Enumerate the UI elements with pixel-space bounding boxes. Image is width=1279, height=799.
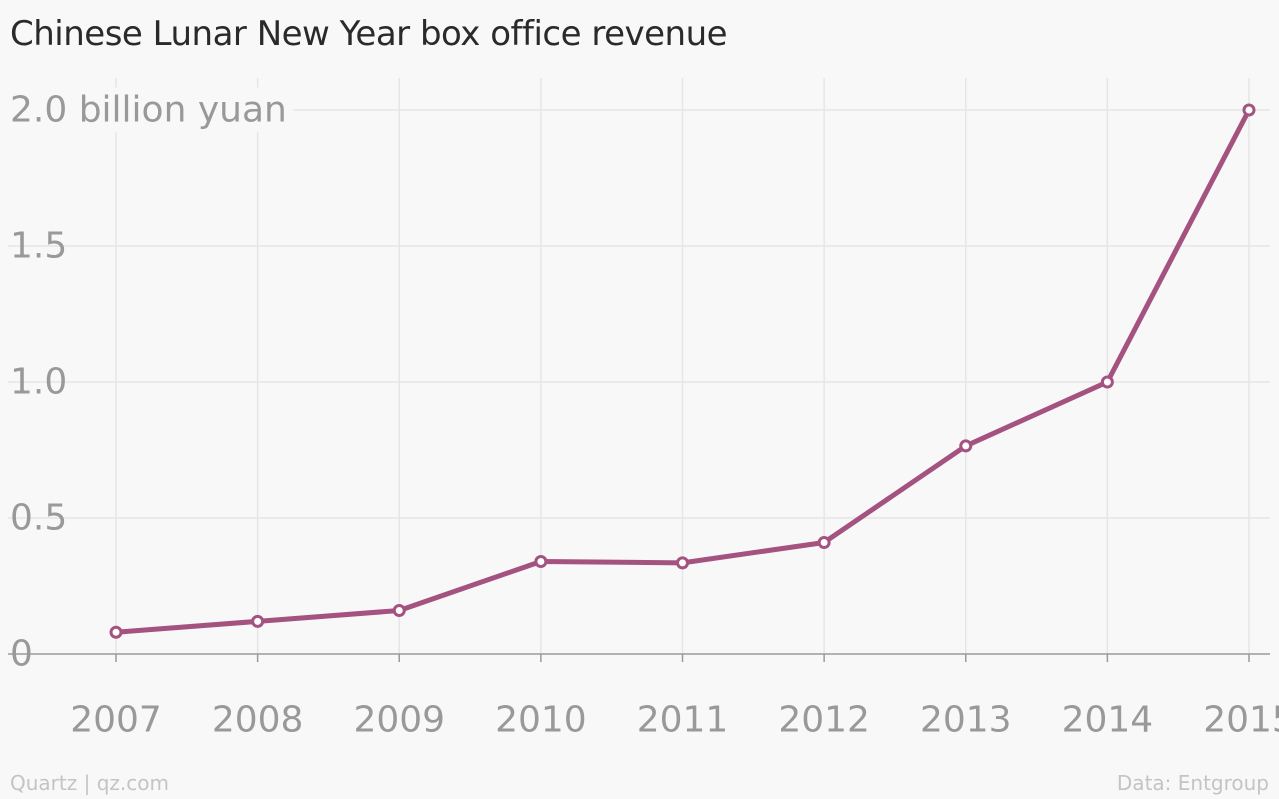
gridlines — [8, 78, 1270, 654]
x-axis-ticks: 2007 2008 2009 2010 2011 2012 2013 2014 2015 — [70, 654, 1279, 741]
data-point — [251, 614, 265, 628]
x-tick-label: 2011 — [637, 700, 729, 741]
y-tick-label: 1.5 — [10, 226, 67, 267]
x-tick-label: 2013 — [920, 700, 1012, 741]
x-tick-label: 2007 — [70, 700, 162, 741]
data-point — [1100, 375, 1114, 389]
x-tick-label: 2014 — [1062, 700, 1154, 741]
data-credit: Data: Entgroup — [1116, 771, 1269, 795]
y-unit-label-background — [8, 87, 293, 133]
x-tick-label: 2010 — [495, 700, 587, 741]
x-tick-label: 2008 — [212, 700, 304, 741]
x-tick-label: 2012 — [778, 700, 870, 741]
data-point — [959, 439, 973, 453]
data-point — [534, 555, 548, 569]
data-point — [392, 603, 406, 617]
y-axis-ticks: 00.51.01.52.0 billion yuan — [8, 87, 293, 675]
chart-title: Chinese Lunar New Year box office revenu… — [10, 14, 728, 54]
x-tick-label: 2009 — [353, 700, 445, 741]
series-layer — [109, 103, 1256, 639]
y-tick-label: 2.0 billion yuan — [10, 90, 287, 131]
x-tick-label: 2015 — [1203, 700, 1279, 741]
y-tick-label: 1.0 — [10, 362, 67, 403]
data-point — [817, 535, 831, 549]
data-point — [109, 625, 123, 639]
data-point — [1242, 103, 1256, 117]
data-point — [676, 556, 689, 570]
source-credit: Quartz | qz.com — [10, 771, 169, 795]
y-tick-label: 0.5 — [10, 498, 67, 539]
